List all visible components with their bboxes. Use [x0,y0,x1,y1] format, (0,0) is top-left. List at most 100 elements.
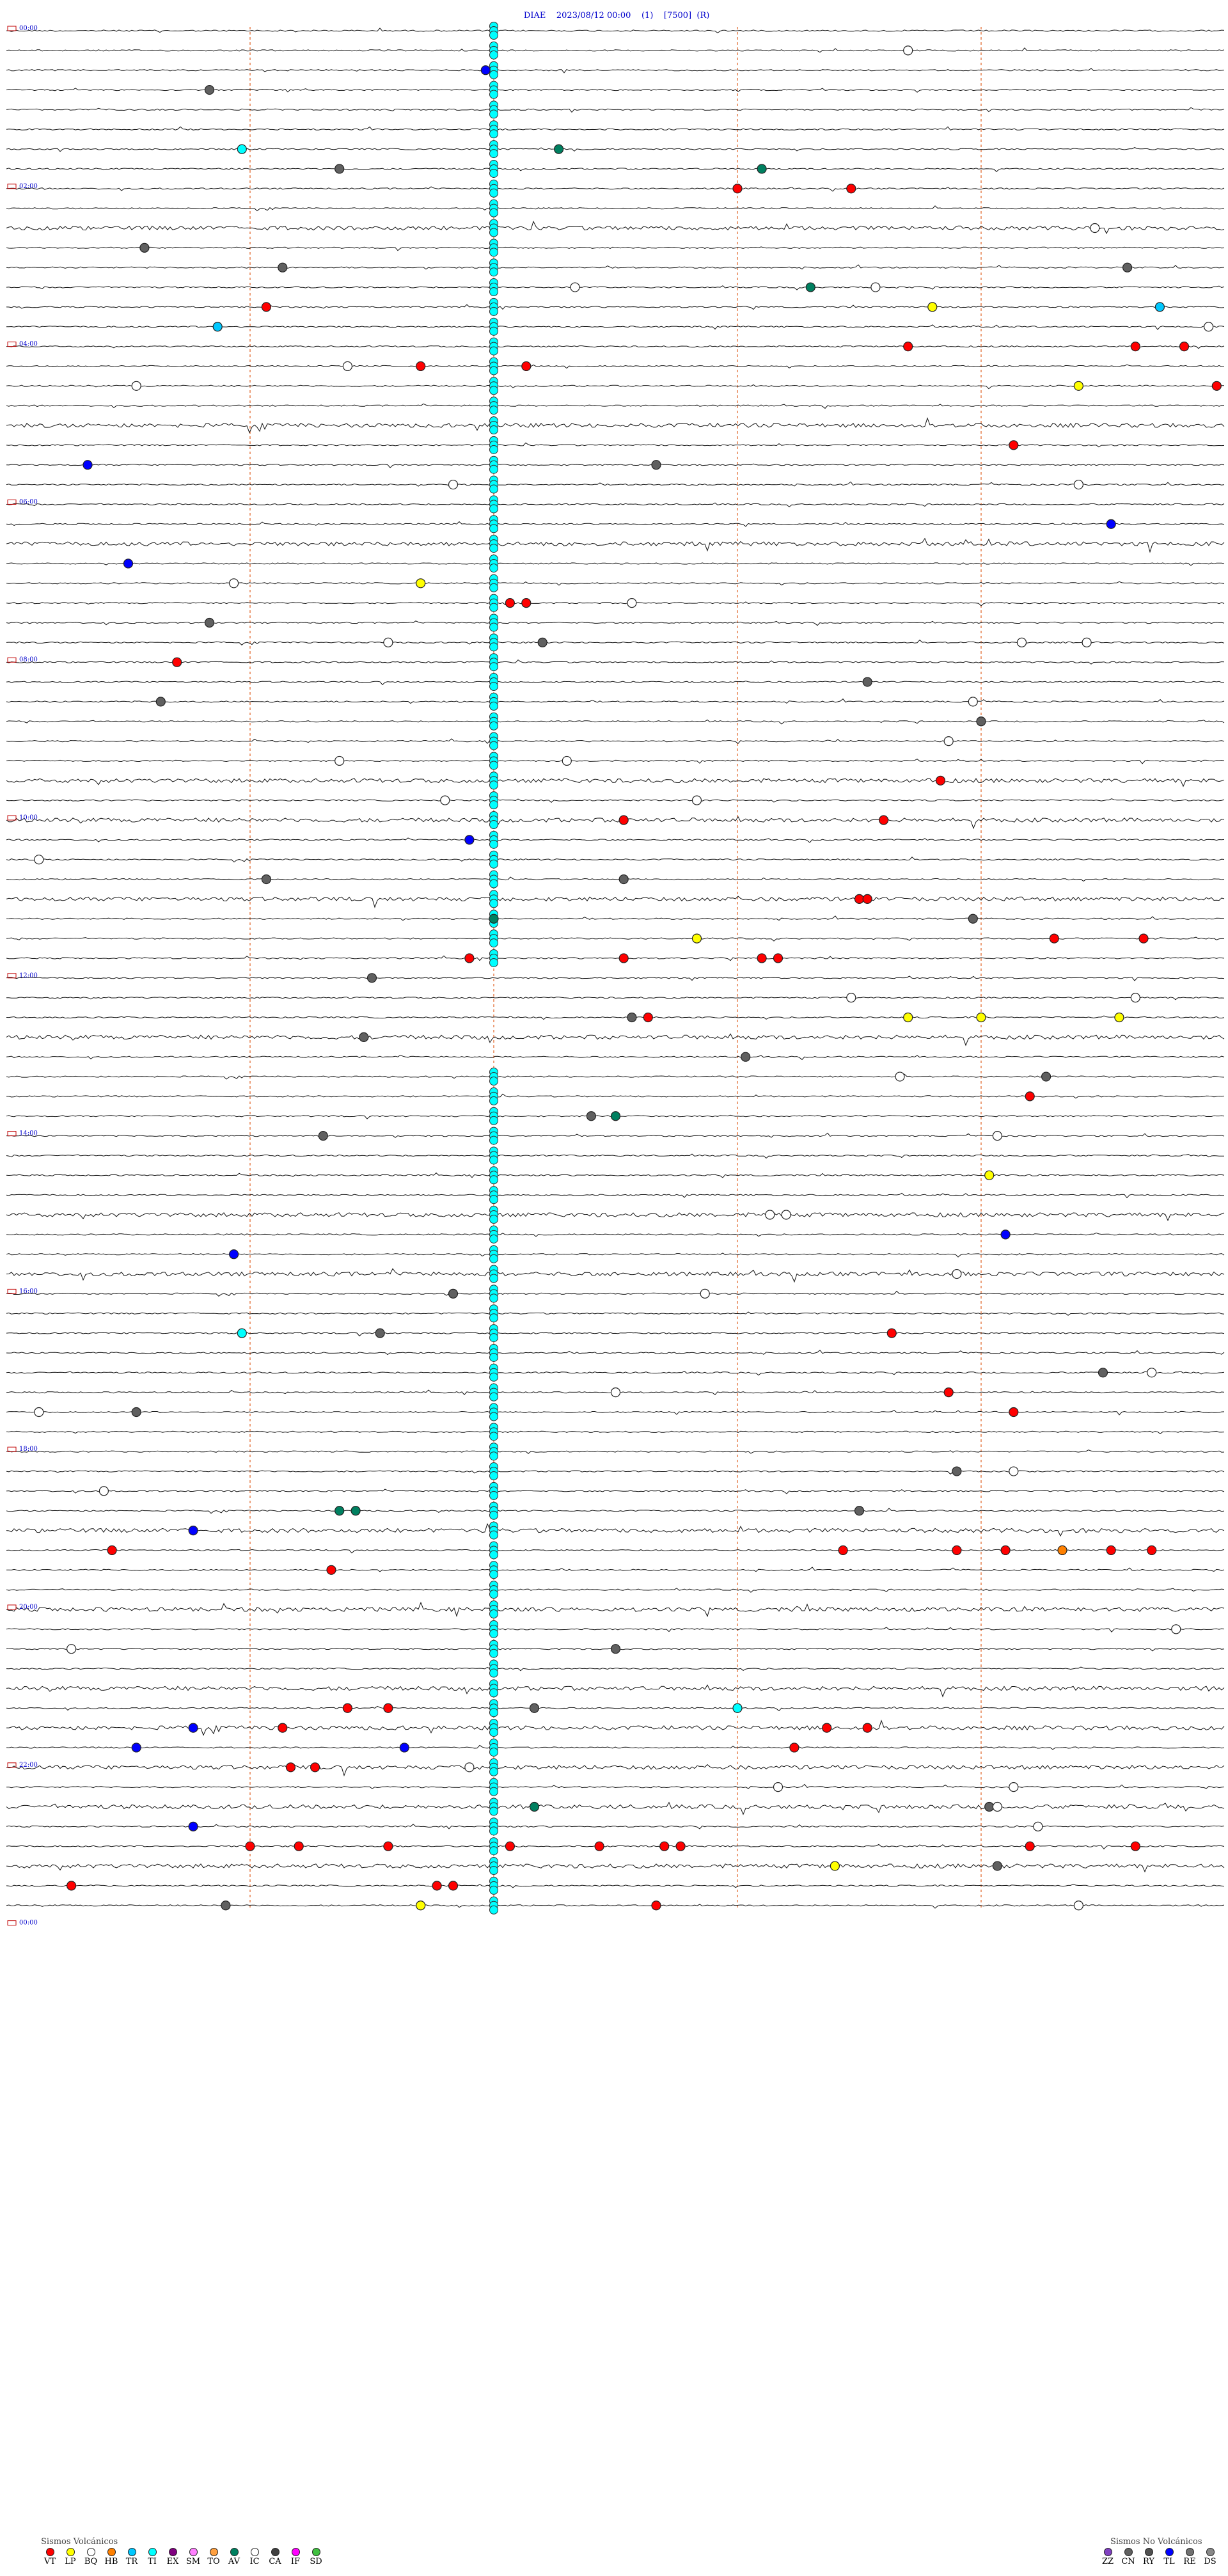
legend-code: IC [249,2557,260,2566]
trace-line [6,1489,1225,1494]
event-marker [789,1742,799,1753]
event-marker [943,736,954,747]
trace-line [6,442,1225,448]
trace-line [6,246,1225,251]
event-marker [489,1135,498,1145]
event-marker [854,1506,865,1516]
event-marker [1114,1012,1124,1023]
event-marker [489,90,498,99]
event-marker [489,938,498,948]
event-marker [489,1234,498,1244]
event-marker [968,697,978,707]
event-marker [489,267,498,277]
legend-item: IF [285,2548,306,2566]
event-marker [781,1210,791,1220]
event-marker [838,1545,848,1556]
trace-line [6,481,1225,487]
event-marker [846,184,856,194]
event-marker [172,657,182,667]
trace-line [6,1764,1225,1777]
event-marker [1122,262,1133,273]
legend-code: AV [228,2557,240,2566]
event-marker [489,1372,498,1382]
event-marker [229,578,239,589]
event-marker [870,282,881,292]
event-marker [416,578,426,589]
hour-label: 08:00 [19,656,38,663]
legend-swatch [1103,2548,1112,2556]
event-marker [627,1012,637,1023]
event-marker [489,1826,498,1836]
event-marker [1049,933,1059,944]
event-marker [1106,519,1116,529]
event-marker [505,1841,516,1851]
event-marker [335,755,345,766]
chart-title: DIAE 2023/08/12 00:00 (1) [7500] (R) [0,1,1228,20]
event-marker [1041,1071,1051,1082]
event-marker [245,1841,255,1851]
event-marker [383,1703,393,1713]
event-marker [350,1506,361,1516]
event-marker [1090,223,1100,233]
trace-line [6,463,1225,468]
trace-line [6,1719,1225,1736]
event-marker [862,1723,872,1733]
legend-code: TO [207,2557,220,2566]
event-marker [489,1787,498,1796]
legend-item: LP [60,2548,81,2566]
event-marker [700,1288,710,1299]
event-marker [1009,1466,1019,1476]
event-marker [846,993,856,1003]
hour-label: 18:00 [19,1446,38,1453]
trace-line [6,220,1225,235]
event-marker [1073,381,1084,391]
legend-code: RE [1183,2557,1196,2566]
trace-line [6,88,1225,93]
legend-code: EX [166,2557,179,2566]
trace-line [6,955,1225,961]
event-marker [805,282,815,292]
hour-label: 02:00 [19,183,38,190]
hour-marker [7,26,17,31]
trace-line [6,1192,1225,1199]
event-marker [489,149,498,159]
event-marker [489,1471,498,1481]
event-marker [204,617,215,628]
event-marker [618,815,629,825]
event-marker [204,84,215,95]
trace-line [6,1212,1225,1222]
event-marker [489,642,498,652]
event-marker [489,682,498,691]
event-marker [342,361,353,372]
trace-line [6,1252,1225,1258]
event-marker [651,460,661,470]
event-marker [1147,1368,1157,1378]
event-marker [489,820,498,829]
event-marker [278,1723,288,1733]
event-marker [489,1905,498,1915]
legend-swatch [291,2548,300,2556]
event-marker [935,775,946,786]
event-marker [1073,1900,1084,1911]
trace-line [6,502,1225,508]
event-marker [489,1096,498,1105]
event-marker [903,341,913,352]
event-marker [1009,440,1019,450]
legend-swatch [311,2548,320,2556]
event-marker [903,1012,913,1023]
event-marker [464,1762,475,1773]
event-marker [489,1274,498,1283]
hour-marker [7,657,17,663]
event-marker [553,144,564,154]
trace-line [6,681,1225,686]
event-marker [326,1565,336,1575]
event-marker [1203,322,1214,332]
legend-item: RY [1138,2548,1159,2566]
event-marker [489,1570,498,1579]
event-marker [1009,1407,1019,1418]
event-marker [489,1846,498,1856]
hour-marker [7,815,17,821]
event-marker [464,835,475,845]
event-marker [489,1866,498,1876]
hour-label: 14:00 [19,1130,38,1137]
